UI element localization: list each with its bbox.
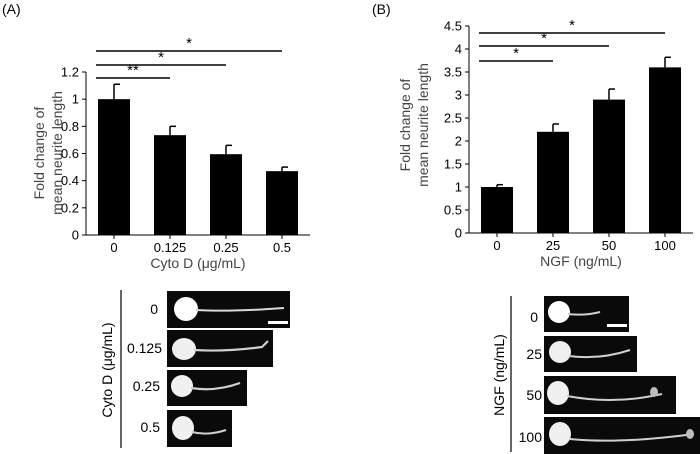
micrograph-b-0 <box>544 296 629 332</box>
panel-b-xtick-label: 0 <box>493 238 500 253</box>
panel-b-row-label-2: 50 <box>526 387 542 403</box>
panel-b-bar <box>593 99 625 233</box>
panel-b-bar <box>537 131 569 233</box>
panel-a-xtick-label: 0 <box>110 240 117 255</box>
panel-b-label: (B) <box>372 1 391 17</box>
panel-b-ylabel-line1: Fold change of <box>397 79 413 172</box>
panel-a-significance-label: ** <box>127 62 139 79</box>
panel-b-xtick-label: 50 <box>602 238 616 253</box>
panel-b-ytick-label: 4.5 <box>444 19 462 34</box>
panel-a-ytick-label: 0.2 <box>61 200 79 215</box>
panel-b-ytick-label: 0 <box>455 226 462 241</box>
panel-b-bar <box>481 187 513 233</box>
micrograph-a-3 <box>167 410 232 447</box>
panel-b-ytick-label: 2.5 <box>444 111 462 126</box>
panel-a-significance-label: * <box>186 35 192 52</box>
panel-a-significance-label: * <box>158 49 164 66</box>
panel-b-significance-label: * <box>513 45 519 62</box>
panel-a-row-label-3: 0.5 <box>141 419 161 435</box>
panel-a-ytick-label: 0.4 <box>61 173 79 188</box>
micrograph-a-1 <box>167 330 273 367</box>
panel-b-strip-axis-label: NGF (ng/mL) <box>491 334 507 416</box>
panel-a-bar <box>210 154 242 235</box>
panel-a-row-label-1: 0.125 <box>127 340 162 356</box>
panel-a-label: (A) <box>2 1 21 17</box>
micrograph-b-1 <box>544 336 637 372</box>
panel-b-ytick-label: 1.5 <box>444 157 462 172</box>
panel-a-bar <box>154 135 186 235</box>
panel-b-ytick-label: 1 <box>455 180 462 195</box>
panel-a-xtick-label: 0.5 <box>273 240 291 255</box>
panel-b-xtick-label: 25 <box>546 238 560 253</box>
micrograph-a-0 <box>167 291 290 328</box>
panel-a-xlabel: Cyto D (μg/mL) <box>150 255 245 271</box>
micrograph-b-3 <box>544 417 700 454</box>
panel-b-ytick-label: 3.5 <box>444 65 462 80</box>
panel-a-ytick-label: 1.2 <box>61 65 79 80</box>
panel-b-row-label-0: 0 <box>530 309 538 325</box>
panel-b-ylabel-line2: mean neurite length <box>415 63 431 187</box>
panel-a-strip-axis-label: Cyto D (μg/mL) <box>99 322 115 417</box>
panel-a-bar <box>266 171 298 235</box>
panel-b: (B) Fold change of mean neurite length 0… <box>372 1 700 454</box>
panel-a-ytick-label: 0 <box>72 228 79 243</box>
panel-b-ytick-label: 0.5 <box>444 203 462 218</box>
panel-b-ytick-label: 3 <box>455 88 462 103</box>
panel-a-ylabel-line2: mean neurite length <box>49 91 65 215</box>
panel-a: (A) Fold change of mean neurite length 0… <box>2 1 310 448</box>
panel-b-row-label-3: 100 <box>519 429 543 445</box>
panel-a-row-label-2: 0.25 <box>133 378 160 394</box>
panel-b-row-label-1: 25 <box>526 346 542 362</box>
panel-b-xlabel: NGF (ng/mL) <box>540 253 622 269</box>
panel-b-ytick-label: 4 <box>455 42 462 57</box>
panel-a-chart: 00.20.40.60.811.20 0.125 0.25 0.5**** <box>61 35 310 255</box>
panel-a-xtick-label: 0.125 <box>154 240 187 255</box>
panel-b-xtick-label: 100 <box>654 238 676 253</box>
panel-a-xtick-label: 0.25 <box>213 240 238 255</box>
micrograph-b-2 <box>544 376 676 414</box>
panel-b-significance-label: * <box>541 30 547 47</box>
panel-b-ytick-label: 2 <box>455 134 462 149</box>
panel-a-bar <box>98 99 130 236</box>
panel-a-ylabel-line1: Fold change of <box>31 107 47 200</box>
panel-b-significance-label: * <box>569 17 575 34</box>
panel-a-ytick-label: 0.6 <box>61 146 79 161</box>
micrograph-a-2 <box>167 370 247 406</box>
panel-b-chart: 0 0.5 1 1.5 2 2.5 3 3.5 4 4.5 0 25 50 100 * * * <box>444 17 693 253</box>
panel-a-row-label-0: 0 <box>150 301 158 317</box>
panel-a-ytick-label: 0.8 <box>61 119 79 134</box>
panel-a-ytick-label: 1 <box>72 92 79 107</box>
panel-b-bar <box>649 67 681 234</box>
